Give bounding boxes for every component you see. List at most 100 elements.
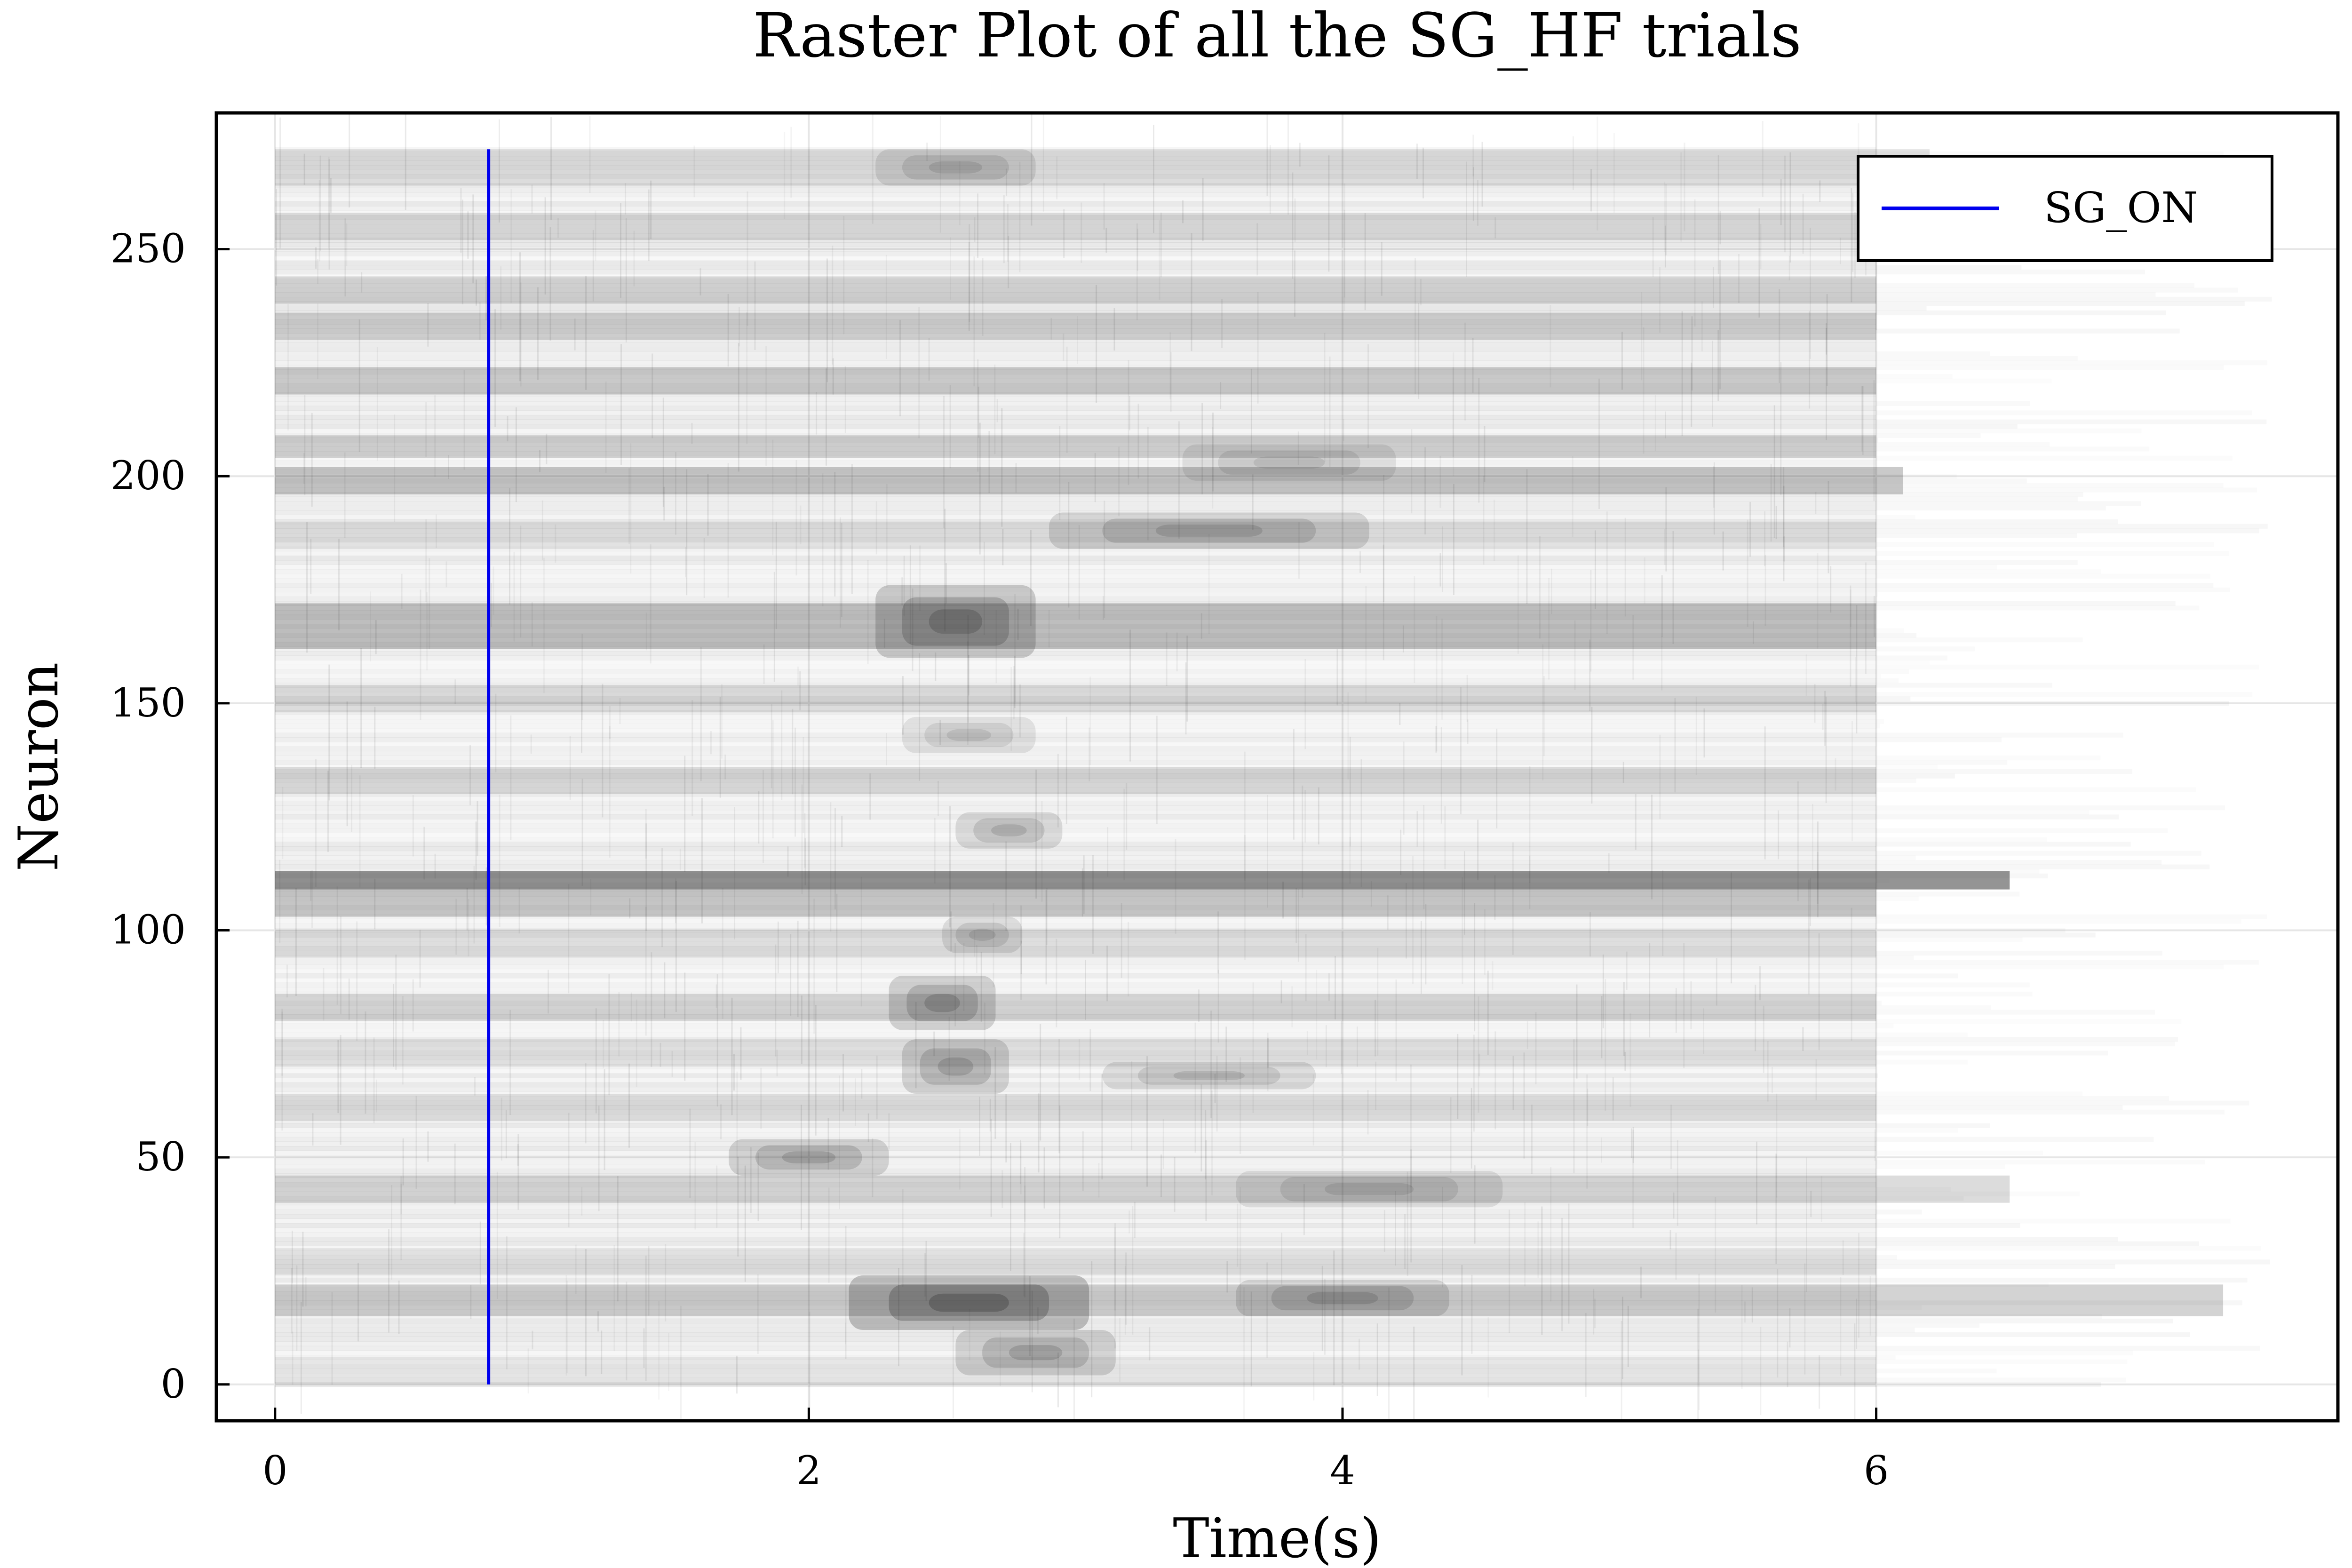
raster-hotspot — [1218, 450, 1360, 475]
neuron-row-tail — [1876, 1264, 2115, 1269]
neuron-row-tail — [1876, 1160, 2205, 1164]
neuron-row-tail — [1876, 533, 2077, 538]
neuron-row — [275, 900, 1876, 906]
neuron-row — [275, 1109, 1876, 1115]
raster-band — [275, 1357, 1876, 1385]
neuron-row — [275, 597, 1876, 602]
neuron-row — [275, 773, 1876, 779]
neuron-row — [275, 460, 1876, 465]
neuron-row — [275, 383, 1876, 388]
neuron-row — [275, 438, 1876, 443]
raster-hotspot — [969, 929, 996, 941]
neuron-row-tail — [1876, 1360, 2128, 1364]
neuron-row — [275, 1305, 1876, 1310]
neuron-row — [275, 465, 1876, 470]
raster-hotspot — [1271, 1286, 1414, 1311]
neuron-row — [275, 528, 1876, 533]
legend-sg-on-label: SG_ON — [2044, 183, 2198, 232]
neuron-row — [275, 610, 1876, 615]
neuron-row — [275, 864, 1876, 869]
neuron-row-tail — [1876, 356, 2078, 360]
neuron-row — [275, 887, 1876, 892]
neuron-row — [275, 732, 1876, 738]
neuron-row — [275, 183, 1876, 188]
neuron-row — [275, 1309, 1876, 1314]
neuron-row — [275, 724, 1876, 729]
neuron-row-tail — [1876, 1218, 2231, 1223]
neuron-row — [275, 655, 1876, 661]
neuron-row — [275, 1373, 1876, 1378]
neuron-row-tail — [1876, 1010, 2155, 1014]
raster-hotspot — [902, 1039, 1009, 1094]
neuron-row — [275, 1119, 1876, 1124]
neuron-row-tail — [1876, 1096, 2169, 1101]
neuron-row — [275, 1196, 1876, 1201]
neuron-row — [275, 483, 1876, 488]
neuron-row — [275, 1332, 1876, 1337]
neuron-row-tail — [1876, 374, 1953, 379]
neuron-row — [275, 337, 1876, 343]
y-tick-label: 100 — [111, 907, 186, 953]
neuron-row — [275, 1001, 1876, 1006]
neuron-row — [275, 1150, 1876, 1155]
neuron-row — [275, 206, 1876, 211]
raster-band — [275, 889, 1876, 917]
raster-band — [275, 435, 1876, 458]
raster-band — [275, 767, 1876, 794]
neuron-row — [275, 950, 1876, 956]
raster-band — [275, 467, 1903, 494]
neuron-row — [275, 928, 1876, 933]
raster-hotspot — [902, 155, 1009, 180]
neuron-row — [275, 1159, 1876, 1165]
neuron-row — [275, 1186, 1876, 1192]
neuron-row — [275, 492, 1876, 497]
raster-band — [275, 1094, 1876, 1121]
neuron-row — [275, 782, 1876, 788]
neuron-row — [275, 982, 1876, 987]
neuron-row — [275, 883, 1876, 888]
neuron-row — [275, 601, 1876, 606]
neuron-row — [275, 978, 1876, 983]
neuron-row — [275, 1123, 1876, 1128]
neuron-row — [275, 560, 1876, 565]
neuron-row-tail — [1876, 433, 1981, 438]
neuron-row — [275, 932, 1876, 938]
neuron-row-tail — [1876, 760, 2008, 765]
raster-band — [275, 1284, 2224, 1316]
raster-hotspot — [1236, 1171, 1503, 1208]
neuron-row-tail — [1876, 1123, 1990, 1128]
raster-band — [275, 521, 1876, 549]
neuron-row-tail — [1876, 401, 2030, 406]
neuron-row — [275, 238, 1876, 243]
neuron-row — [275, 714, 1876, 720]
raster-hotspot — [929, 609, 983, 634]
chart-title: Raster Plot of all the SG_HF trials — [753, 0, 1802, 71]
neuron-row — [275, 219, 1876, 225]
neuron-row — [275, 1341, 1876, 1346]
neuron-row — [275, 292, 1876, 297]
neuron-row-tail — [1876, 660, 1930, 665]
raster-hotspot — [849, 1275, 1089, 1330]
neuron-row — [275, 1246, 1876, 1251]
neuron-row-tail — [1876, 1332, 2190, 1337]
neuron-row-tail — [1876, 588, 2230, 592]
neuron-row — [275, 878, 1876, 883]
neuron-row — [275, 1032, 1876, 1037]
raster-hotspot — [938, 1057, 974, 1076]
neuron-row — [275, 519, 1876, 525]
neuron-row — [275, 605, 1876, 611]
neuron-row — [275, 960, 1876, 965]
raster-hotspot — [982, 1337, 1089, 1368]
neuron-row — [275, 469, 1876, 474]
neuron-row-tail — [1876, 637, 2083, 642]
neuron-row — [275, 256, 1876, 261]
neuron-row — [275, 760, 1876, 765]
neuron-row — [275, 1277, 1876, 1283]
neuron-row-tail — [1876, 1323, 1979, 1328]
neuron-row — [275, 1264, 1876, 1269]
neuron-row — [275, 569, 1876, 574]
neuron-row-tail — [1876, 420, 2267, 424]
neuron-row — [275, 628, 1876, 633]
raster-band — [275, 1175, 2010, 1203]
